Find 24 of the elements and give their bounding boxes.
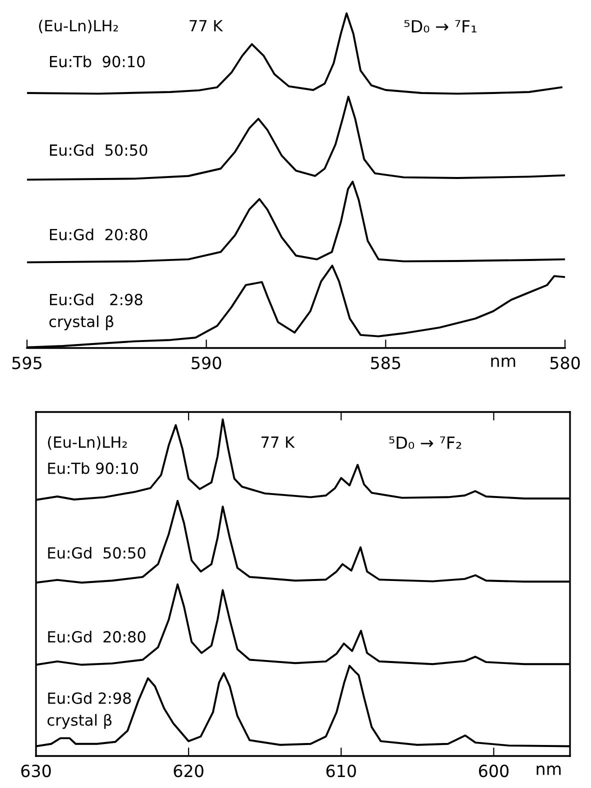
series-label: Eu:Gd 2:98 crystal β [49,294,142,330]
x-tick-label: 580 [550,356,580,370]
series-label: Eu:Tb 90:10 [50,56,145,68]
x-tick-label: 585 [371,356,400,370]
annotation: ⁵D₀ → ⁷F₂ [389,436,462,449]
annotation: 77 K [262,436,295,448]
annotation: ⁵D₀ → ⁷F₁ [404,20,476,33]
series-label: Eu:Tb 90:10 [48,462,138,474]
series-label: Eu:Gd 20:80 [50,228,148,240]
x-tick-label: 595 [12,356,42,370]
x-axis-title: nm [536,766,561,775]
annotation: (Eu-Ln)LH₂ [39,20,118,34]
series-label: Eu:Gd 50:50 [48,546,146,559]
x-axis-title: nm [491,357,516,367]
x-tick-label: 610 [326,764,356,778]
annotation: (Eu-Ln)LH₂ [48,436,127,450]
series-label: Eu:Gd 2:98 crystal β [48,692,131,729]
x-tick-label: 630 [21,764,51,778]
x-tick-label: 590 [192,356,222,370]
series-label: Eu:Gd 20:80 [48,630,146,643]
series-label: Eu:Gd 50:50 [50,144,148,156]
x-tick-label: 600 [478,764,509,778]
x-tick-label: 620 [174,764,204,778]
annotation: 77 K [190,20,224,32]
